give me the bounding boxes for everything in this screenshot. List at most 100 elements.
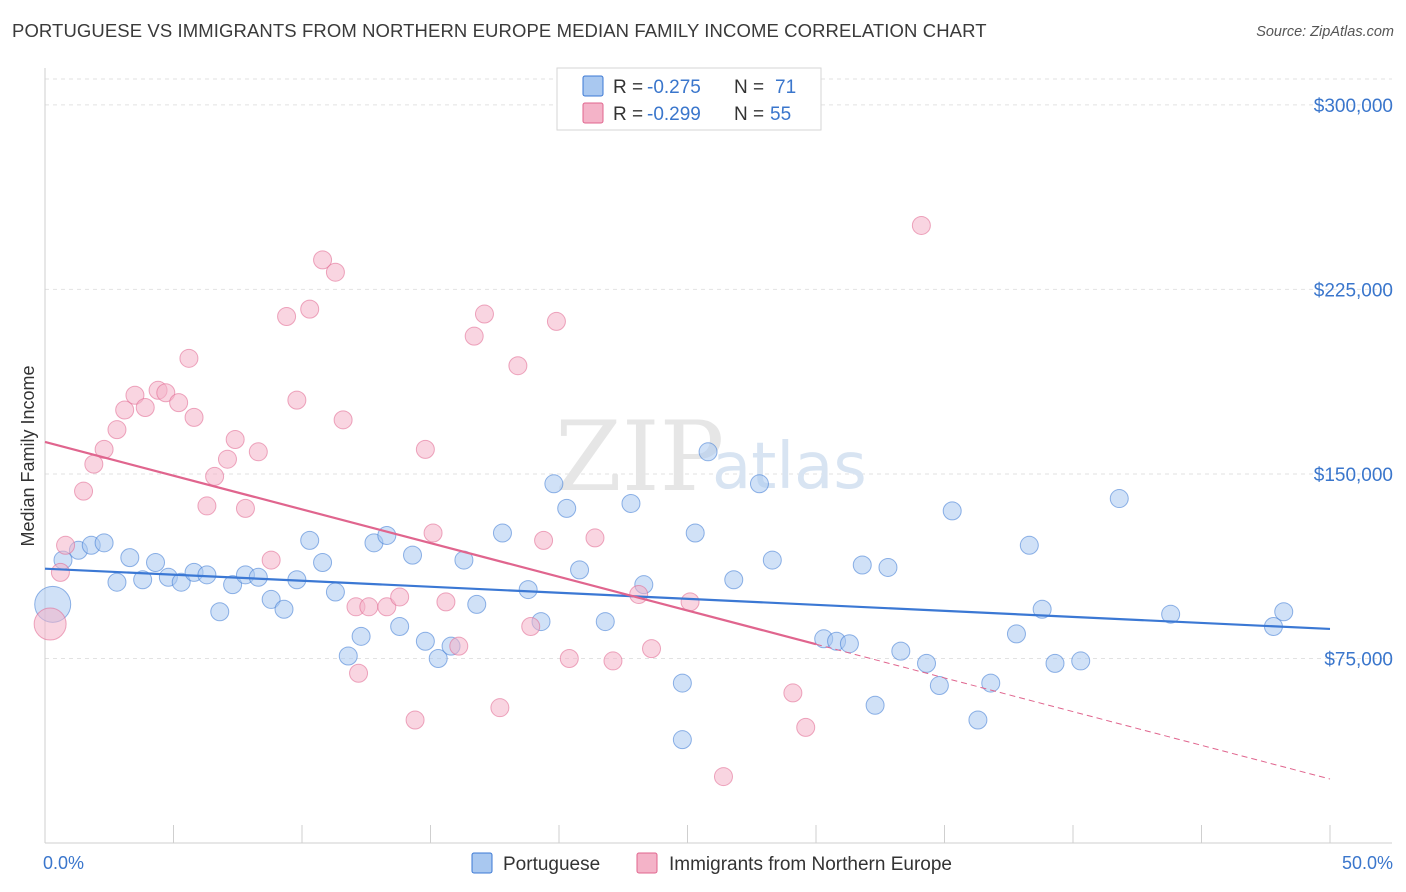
legend-r-value-northern-europe: -0.299	[647, 104, 701, 125]
bottom-legend-label-portuguese: Portuguese	[503, 854, 600, 875]
data-point	[474, 304, 494, 324]
top-legend: R = -0.275 N = 71 R = -0.299 N = 55	[556, 67, 822, 131]
data-point	[403, 545, 423, 565]
data-point	[197, 565, 217, 585]
data-point	[313, 553, 333, 573]
data-point	[333, 410, 353, 430]
data-point	[680, 592, 700, 612]
trend-line-portuguese	[44, 567, 1331, 631]
legend-r-label: R =	[613, 77, 643, 98]
data-point	[349, 663, 369, 683]
data-point	[796, 717, 816, 737]
data-point	[156, 383, 176, 403]
data-point	[235, 498, 255, 518]
data-point	[713, 767, 733, 787]
data-point	[521, 616, 541, 636]
data-point	[115, 400, 135, 420]
tick-labels: $300,000 $225,000 $150,000 $75,000 0.0% 50.0%	[43, 96, 1393, 873]
watermark-atlas: atlas	[712, 430, 867, 504]
data-point	[570, 560, 590, 580]
data-point	[559, 648, 579, 668]
trend-lines	[44, 440, 1331, 780]
data-point	[325, 582, 345, 602]
data-points	[33, 215, 1294, 787]
data-point	[1032, 599, 1052, 619]
data-point	[287, 390, 307, 410]
data-point	[125, 385, 145, 405]
legend-r-label: R =	[613, 104, 643, 125]
data-point	[544, 474, 564, 494]
x-tick-label-max: 50.0%	[1342, 853, 1393, 873]
watermark: ZIP atlas	[555, 401, 867, 513]
data-point	[300, 530, 320, 550]
legend-n-value-portuguese: 71	[775, 77, 796, 98]
data-point	[205, 466, 225, 486]
data-point	[261, 589, 281, 609]
data-point	[197, 496, 217, 516]
data-point	[917, 653, 937, 673]
data-point	[518, 580, 538, 600]
legend-swatch-portuguese	[582, 75, 604, 97]
data-point	[942, 501, 962, 521]
data-point	[1019, 535, 1039, 555]
data-point	[490, 698, 510, 718]
data-point	[135, 398, 155, 418]
data-point	[359, 597, 379, 617]
bottom-legend-swatch-northern-europe	[636, 852, 658, 874]
data-point	[94, 533, 114, 553]
y-tick-label: $150,000	[1314, 465, 1393, 486]
data-point	[248, 442, 268, 462]
data-point	[685, 523, 705, 543]
y-tick-label: $300,000	[1314, 96, 1393, 117]
data-point	[1274, 602, 1294, 622]
data-point	[217, 449, 237, 469]
data-point	[783, 683, 803, 703]
data-point	[1161, 604, 1181, 624]
data-point	[762, 550, 782, 570]
data-point	[1071, 651, 1091, 671]
data-point	[508, 356, 528, 376]
data-point	[210, 602, 230, 622]
data-point	[968, 710, 988, 730]
data-point	[557, 498, 577, 518]
data-point	[621, 493, 641, 513]
data-point	[120, 548, 140, 568]
data-point	[423, 523, 443, 543]
data-point	[223, 575, 243, 595]
data-point	[313, 250, 333, 270]
source-credit: Source: ZipAtlas.com	[1256, 24, 1394, 40]
data-point	[184, 407, 204, 427]
data-point	[50, 562, 70, 582]
data-point	[1045, 653, 1065, 673]
legend-n-value-northern-europe: 55	[770, 104, 791, 125]
legend-n-label: N =	[734, 104, 764, 125]
data-point	[449, 636, 469, 656]
data-point	[415, 631, 435, 651]
watermark-zip: ZIP	[555, 401, 724, 513]
legend-swatch-northern-europe	[582, 102, 604, 124]
data-point	[585, 528, 605, 548]
data-point	[107, 420, 127, 440]
trend-line-northern-europe	[44, 440, 817, 646]
data-point	[325, 262, 345, 282]
data-point	[595, 612, 615, 632]
bottom-legend: Portuguese Immigrants from Northern Euro…	[471, 852, 952, 875]
data-point	[146, 553, 166, 573]
data-point	[351, 626, 371, 646]
data-point	[405, 710, 425, 730]
data-point	[534, 530, 554, 550]
data-point	[169, 393, 189, 413]
trend-line-northern-europe-extension	[815, 643, 1331, 780]
data-point	[133, 570, 153, 590]
data-point	[467, 594, 487, 614]
data-point	[33, 607, 67, 641]
data-point	[390, 616, 410, 636]
data-point	[107, 572, 127, 592]
data-point	[300, 299, 320, 319]
data-point	[338, 646, 358, 666]
data-point	[911, 215, 931, 235]
data-point	[642, 639, 662, 659]
data-point	[225, 430, 245, 450]
data-point	[891, 641, 911, 661]
data-point	[56, 535, 76, 555]
